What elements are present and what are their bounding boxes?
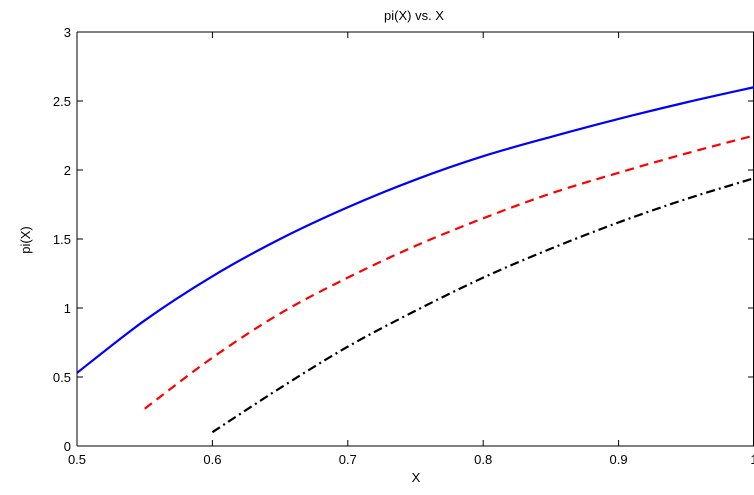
y-axis-ticks: 0 0.5 1 1.5 2 2.5 3 — [53, 25, 754, 454]
x-tick-label: 0.7 — [339, 452, 357, 467]
x-axis-ticks: 0.5 0.6 0.7 0.8 0.9 1 — [68, 32, 754, 467]
x-tick-label: 0.8 — [474, 452, 492, 467]
y-tick-label: 0.5 — [53, 370, 71, 385]
series-line-1 — [76, 86, 754, 374]
y-axis-label: pi(X) — [18, 226, 33, 253]
y-tick-label: 2.5 — [53, 94, 71, 109]
y-tick-label: 1 — [64, 301, 71, 316]
x-axis-label: X — [412, 470, 421, 485]
series-line-3 — [211, 177, 754, 434]
chart-title: pi(X) vs. X — [384, 8, 444, 23]
x-tick-label: 0.6 — [203, 452, 221, 467]
x-tick-label: 0.9 — [610, 452, 628, 467]
x-tick-label: 0.5 — [68, 452, 86, 467]
y-tick-label: 2 — [64, 163, 71, 178]
x-tick-label: 1 — [750, 452, 754, 467]
y-tick-label: 1.5 — [53, 232, 71, 247]
y-tick-label: 0 — [64, 439, 71, 454]
series-layer — [76, 86, 754, 434]
series-line-2 — [144, 134, 754, 410]
y-tick-label: 3 — [64, 25, 71, 40]
plot-area — [76, 31, 754, 447]
